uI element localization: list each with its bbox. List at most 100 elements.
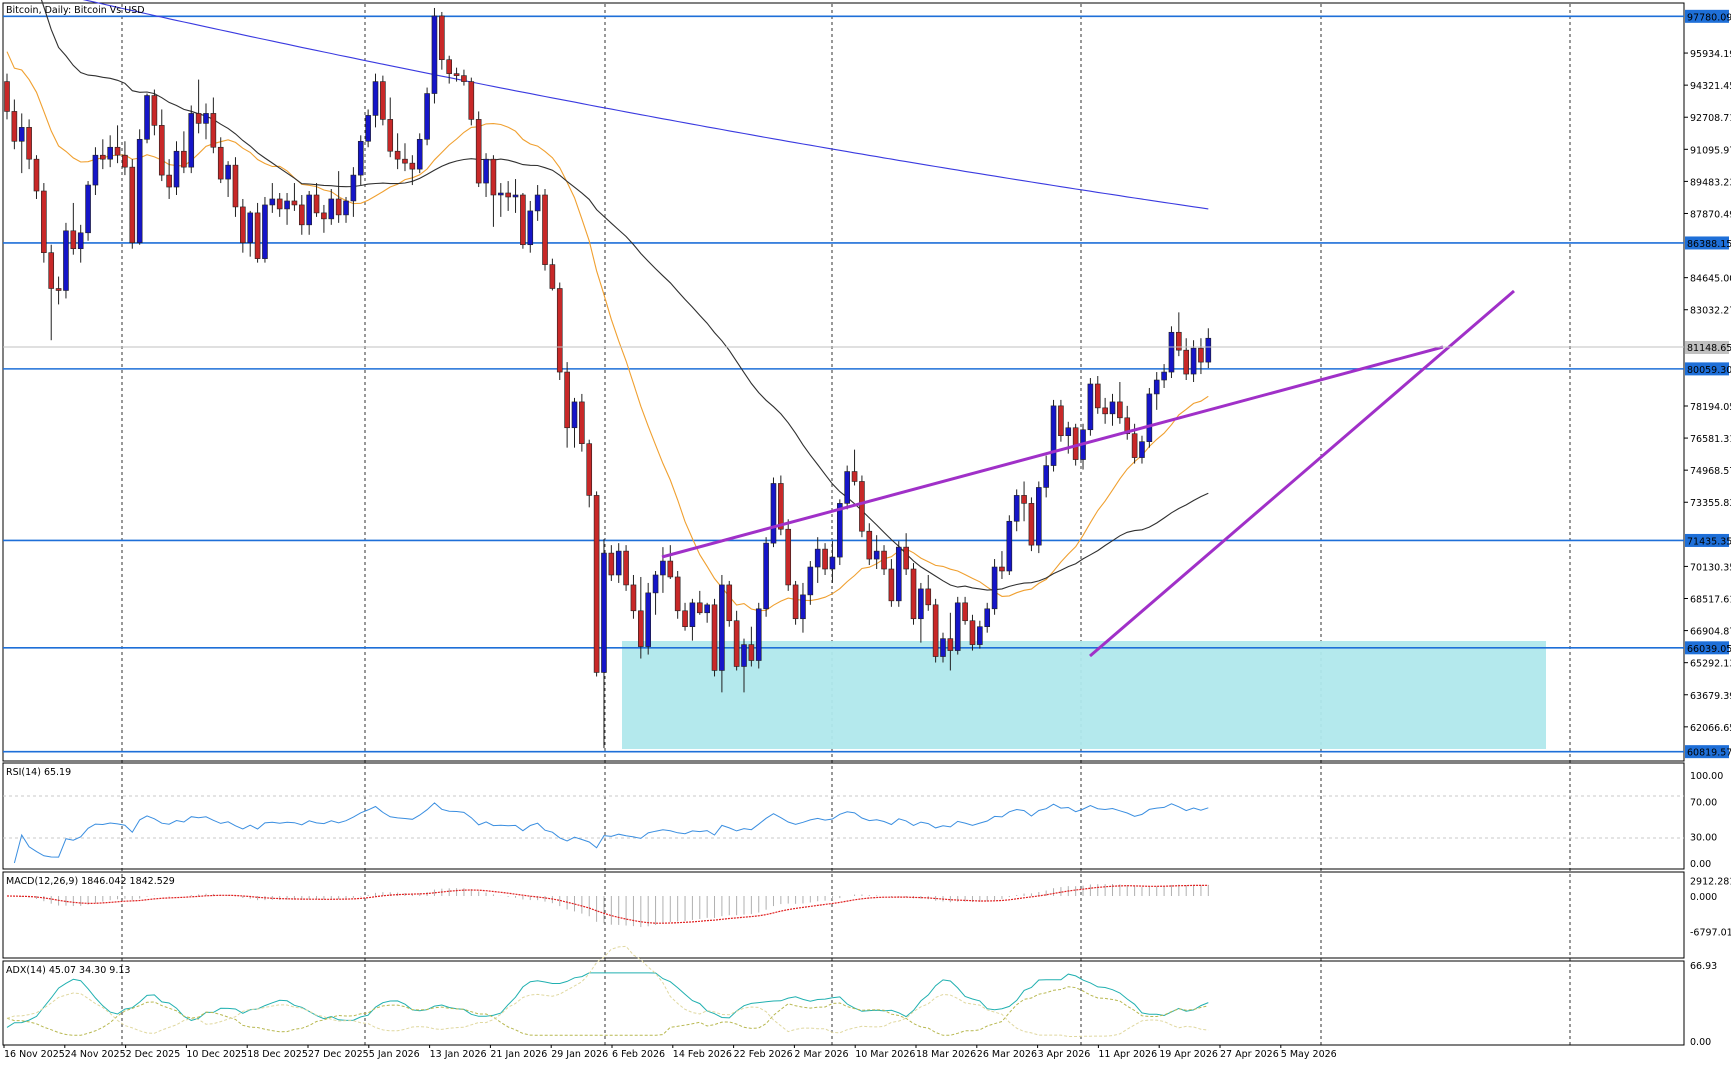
candle-body (940, 638, 946, 657)
candle (733, 610, 740, 671)
rsi-tick-label: 30.00 (1690, 833, 1717, 844)
time-label: 24 Nov 2025 (65, 1049, 126, 1060)
candle (991, 559, 998, 615)
candle-body (1050, 405, 1057, 466)
candle-body (1065, 427, 1072, 437)
candle (136, 129, 143, 245)
candle-body (571, 401, 578, 429)
candle-body (48, 252, 55, 289)
candle (586, 439, 593, 508)
candle-body (512, 194, 519, 198)
candle-body (92, 154, 99, 186)
candle (181, 131, 187, 174)
candle (92, 147, 99, 195)
candle-body (1094, 383, 1101, 409)
candle-body (483, 158, 489, 184)
candle (689, 598, 696, 641)
candle-body (763, 542, 769, 610)
candle-body (313, 194, 320, 214)
candle-body (1072, 427, 1079, 460)
main-pane[interactable] (2, 2, 1685, 762)
price-tick-label: 83032.27 (1690, 306, 1731, 317)
candle-body (468, 81, 475, 120)
candle (240, 198, 246, 253)
upper-trendline[interactable] (661, 345, 1444, 559)
candle-body (800, 594, 806, 620)
candle-body (1205, 337, 1212, 363)
candle (1153, 372, 1160, 410)
price-tick-label: 89483.23 (1690, 177, 1731, 188)
candle-body (741, 644, 747, 667)
candle (527, 200, 534, 253)
candle-body (1146, 393, 1153, 442)
candle-body (387, 119, 394, 152)
candle (313, 183, 320, 217)
candle (343, 196, 349, 223)
candle-body (1006, 520, 1013, 572)
candle (144, 93, 150, 144)
candle-body (667, 560, 674, 578)
candle-body (542, 194, 548, 265)
macd-pane[interactable] (2, 871, 1685, 959)
candle-body (814, 548, 821, 568)
level-tag (1685, 533, 1729, 547)
candle-body (549, 264, 556, 289)
candle-body (748, 644, 755, 661)
candle-body (977, 626, 983, 645)
time-label: 5 Jan 2026 (369, 1049, 420, 1060)
candle (704, 602, 710, 623)
adx-pane[interactable] (2, 960, 1685, 1046)
candle (166, 159, 172, 199)
price-tick-label: 63679.39 (1690, 691, 1731, 702)
candle (1139, 435, 1145, 464)
candle (903, 533, 909, 575)
adx-tick-label: 0.00 (1690, 1037, 1711, 1048)
lower-trendline[interactable] (1089, 289, 1515, 658)
candle-body (1043, 465, 1049, 488)
candle-body (1139, 441, 1145, 458)
candle-body (1198, 347, 1204, 363)
candle (350, 167, 357, 217)
level-tag (1685, 745, 1729, 759)
candle-body (1102, 407, 1108, 415)
rsi-pane[interactable] (2, 762, 1685, 870)
rsi-tick-label: 100.00 (1690, 771, 1723, 782)
candle (962, 596, 968, 625)
candle-body (696, 602, 703, 614)
candle-body (1117, 401, 1123, 419)
candle-body (932, 604, 939, 657)
candle-body (1161, 371, 1167, 381)
candle-body (107, 146, 113, 160)
candle-body (100, 154, 106, 160)
candle (1205, 328, 1212, 369)
candle-body (409, 162, 416, 170)
time-label: 18 Dec 2025 (247, 1049, 308, 1060)
candle-body (328, 198, 335, 220)
candle (431, 7, 438, 104)
adx-axis: 66.93 0.00 (1690, 961, 1717, 1048)
candle-body (33, 158, 40, 192)
candle (1021, 481, 1027, 522)
candle (490, 155, 497, 227)
candle-body (1190, 347, 1197, 375)
candle-body (262, 204, 268, 259)
candle-body (217, 146, 224, 180)
candle (696, 590, 703, 615)
candle-body (210, 113, 217, 148)
candle-body (785, 528, 792, 586)
candle-body (225, 164, 231, 180)
level-tag (1685, 236, 1729, 250)
candle-body (41, 190, 47, 253)
candle (203, 103, 209, 140)
macd-histogram (13, 884, 1209, 928)
candle (483, 153, 489, 197)
candle-body (1153, 379, 1160, 395)
candle-body (188, 113, 195, 168)
candle (814, 537, 821, 583)
candle-body (85, 184, 91, 234)
candle (100, 139, 106, 170)
candle-body (564, 371, 570, 429)
candle-body (873, 550, 880, 560)
candle-body (269, 198, 276, 206)
